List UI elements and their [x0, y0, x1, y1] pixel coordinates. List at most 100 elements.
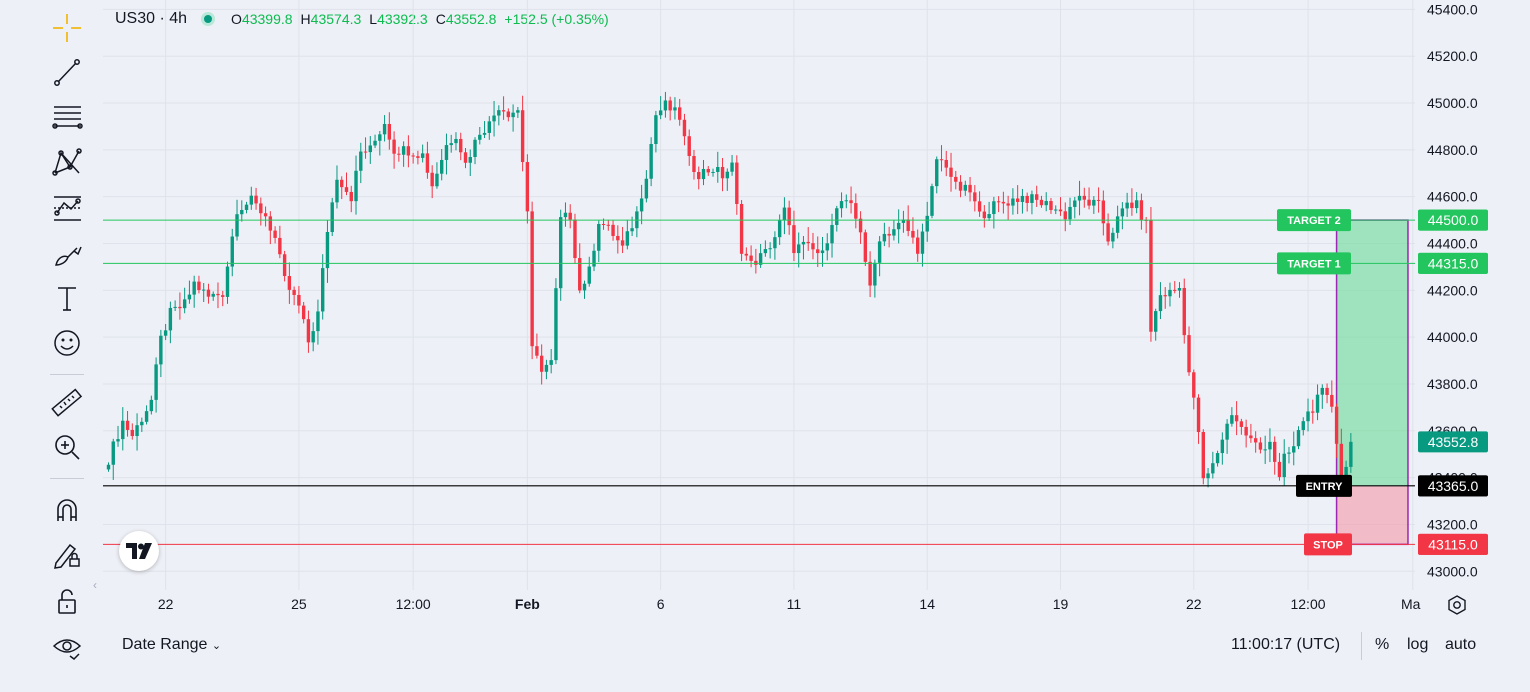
zoom-in-icon[interactable] [46, 429, 88, 465]
axis-level-value: 44315.0 [1428, 255, 1479, 271]
candle [397, 153, 401, 155]
candle [982, 211, 987, 219]
candle [811, 243, 815, 250]
scroll-left-icon[interactable]: ‹ [93, 578, 97, 592]
symbol-title[interactable]: US30 · 4h [115, 10, 188, 27]
auto-scale-button[interactable]: auto [1445, 636, 1477, 653]
candle [868, 261, 872, 286]
x-tick-label: 11 [787, 596, 802, 612]
text-icon[interactable] [46, 280, 88, 316]
candle [1125, 202, 1129, 209]
candle [958, 181, 963, 191]
candle [797, 244, 801, 254]
crosshair-icon[interactable] [46, 10, 88, 46]
candle [1058, 209, 1063, 212]
candle [116, 439, 120, 442]
candle [1130, 202, 1134, 209]
candle [1087, 199, 1091, 206]
candle [925, 215, 929, 232]
candle [130, 429, 134, 437]
candle [1168, 289, 1172, 297]
candle [668, 100, 672, 111]
candle [973, 192, 977, 202]
candle [682, 119, 687, 137]
candle [854, 203, 858, 219]
footer-divider [1361, 632, 1362, 660]
candle [1082, 195, 1086, 200]
candle [520, 110, 525, 163]
candle [501, 110, 506, 112]
axis-level-badge [1418, 475, 1488, 497]
candle [863, 232, 868, 262]
candle [349, 191, 353, 202]
candle [725, 171, 729, 179]
forecast-icon[interactable] [46, 190, 88, 226]
candle [911, 230, 915, 238]
axis-level-value: 44500.0 [1428, 212, 1479, 228]
candle [244, 204, 249, 210]
percent-scale-button[interactable]: % [1375, 636, 1390, 653]
candle [506, 111, 511, 118]
tradingview-logo-icon[interactable] [119, 531, 159, 571]
candle [820, 250, 825, 254]
pattern-icon[interactable] [46, 144, 88, 180]
candle [1282, 453, 1286, 478]
candle [1287, 452, 1291, 454]
candle [1268, 441, 1272, 450]
candle [1320, 387, 1324, 395]
clock-display[interactable]: 11:00:17 (UTC) [1231, 636, 1341, 653]
candle [996, 201, 1001, 203]
candle [121, 420, 125, 440]
lock-drawing-icon[interactable] [46, 536, 88, 572]
candle [920, 231, 925, 254]
candle [782, 207, 787, 221]
candle [663, 100, 668, 111]
candle [949, 167, 953, 177]
candle [268, 216, 273, 231]
log-scale-button[interactable]: log [1407, 636, 1429, 653]
candle [344, 187, 349, 192]
candle [492, 115, 496, 122]
candle [525, 162, 530, 212]
axis-level-badge [1418, 533, 1488, 555]
ruler-icon[interactable] [46, 385, 88, 421]
candle [206, 289, 211, 297]
candle [1001, 201, 1006, 204]
trend-line-icon[interactable] [46, 54, 88, 90]
candle [606, 224, 610, 226]
candle [1330, 394, 1334, 407]
candle [301, 305, 306, 320]
candle [387, 123, 392, 140]
current-price-badge [1418, 431, 1488, 453]
candle [363, 151, 368, 153]
candle [573, 219, 577, 259]
emoji-icon[interactable] [46, 325, 88, 361]
candle [292, 289, 296, 295]
candle [1144, 219, 1148, 221]
candle [1063, 211, 1067, 220]
candle [773, 237, 777, 249]
position-box [1335, 219, 1409, 546]
fib-retracement-icon[interactable] [46, 99, 88, 135]
candle [416, 156, 420, 158]
candle [1101, 200, 1106, 224]
eye-icon[interactable] [46, 628, 88, 664]
y-tick-label: 43800.0 [1427, 376, 1478, 392]
candle [1234, 415, 1239, 422]
candle [758, 253, 763, 265]
candle [639, 198, 644, 212]
candle [516, 110, 520, 113]
candle [906, 219, 910, 231]
brush-icon[interactable] [46, 236, 88, 272]
unlock-icon[interactable] [46, 584, 88, 620]
x-tick-label: 25 [291, 596, 307, 612]
candle [1239, 421, 1244, 427]
chart-settings-icon[interactable] [1446, 594, 1468, 616]
candle [716, 166, 720, 172]
date-range-button[interactable]: Date Range ⌄ [122, 636, 221, 654]
candle [1134, 200, 1139, 209]
magnet-icon[interactable] [46, 492, 88, 528]
candle [711, 171, 715, 173]
candle [635, 211, 639, 229]
